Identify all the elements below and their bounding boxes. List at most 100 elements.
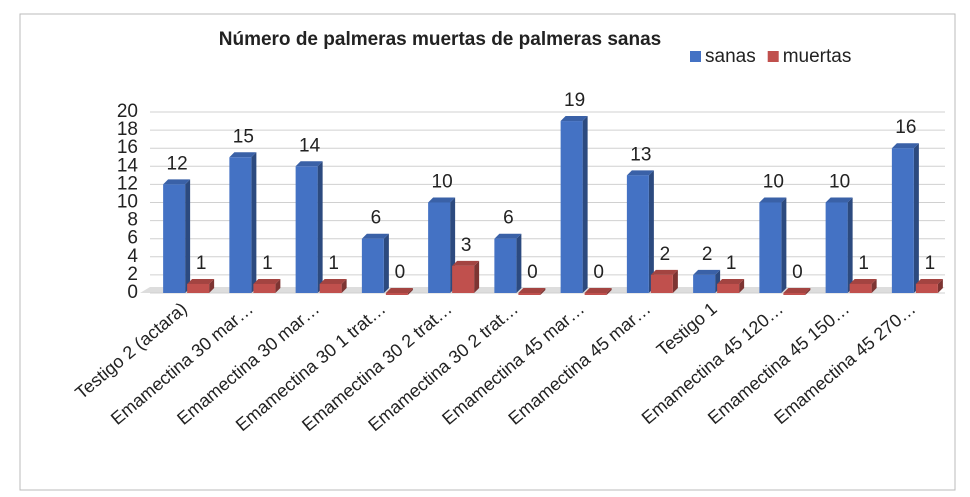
bar-top (626, 170, 654, 176)
bar-side (582, 116, 588, 293)
bar (626, 175, 649, 293)
bar-top (825, 197, 853, 203)
bar (385, 293, 408, 295)
bar-top (783, 288, 811, 293)
data-label: 0 (527, 262, 538, 283)
data-label: 1 (196, 253, 207, 274)
bar (693, 274, 716, 293)
bar (650, 274, 673, 293)
legend-swatch (767, 51, 779, 62)
data-label: 0 (593, 262, 604, 283)
legend-swatch (690, 51, 701, 62)
data-label: 1 (925, 253, 936, 274)
bar-top (385, 288, 413, 293)
data-label: 3 (461, 235, 472, 256)
bar (849, 283, 872, 293)
bar (560, 121, 583, 293)
bar-top (229, 152, 257, 158)
bar-side (407, 288, 413, 295)
data-label: 12 (167, 153, 188, 174)
data-label: 15 (233, 126, 254, 147)
bar-top (518, 288, 546, 293)
bar (319, 283, 342, 293)
bar-top (494, 233, 522, 239)
legend-label: sanas (705, 46, 756, 67)
bar (783, 293, 806, 295)
bar-side (275, 278, 281, 293)
bar-side (672, 269, 678, 293)
chart-border (19, 13, 956, 491)
data-label: 19 (564, 90, 585, 111)
data-label: 14 (299, 135, 321, 156)
bar-side (383, 233, 389, 293)
y-tick-label: 8 (127, 210, 138, 231)
bar (759, 202, 782, 293)
bar (584, 293, 607, 295)
data-label: 10 (829, 172, 850, 193)
y-tick-label: 2 (127, 264, 138, 285)
bar-side (648, 170, 654, 293)
bar-top (849, 278, 877, 284)
bar-side (540, 288, 546, 295)
bar (825, 202, 848, 293)
bar (518, 293, 541, 295)
bar-side (209, 278, 215, 293)
bar-top (560, 116, 588, 122)
bar-top (759, 197, 787, 203)
bar-top (163, 179, 191, 185)
bar-side (913, 143, 919, 293)
bar-top (319, 278, 347, 284)
bar (163, 184, 186, 293)
bar-side (739, 278, 745, 293)
bar (494, 238, 517, 293)
y-tick-label: 14 (117, 155, 139, 176)
bar-side (847, 197, 853, 293)
y-tick-label: 16 (117, 137, 138, 158)
bar-side (781, 197, 787, 293)
bar-top (717, 278, 745, 284)
data-label: 6 (371, 208, 382, 229)
y-tick-label: 18 (117, 119, 138, 140)
bar (915, 283, 938, 293)
data-label: 1 (262, 253, 273, 274)
bar-top (428, 197, 456, 203)
bar-top (915, 278, 943, 284)
bar (717, 283, 740, 293)
bar-top (187, 278, 215, 284)
bar-side (805, 288, 811, 295)
bar-side (606, 288, 612, 295)
y-tick-label: 6 (127, 228, 138, 249)
y-tick-label: 4 (127, 246, 138, 267)
bar (361, 238, 384, 293)
data-label: 1 (858, 253, 869, 274)
bar (891, 148, 914, 293)
bar (229, 157, 252, 293)
y-tick-label: 10 (117, 192, 138, 213)
data-label: 13 (630, 144, 651, 165)
bar-top (295, 161, 323, 167)
bar (187, 283, 210, 293)
bar-side (251, 152, 257, 293)
bar (452, 265, 475, 293)
data-label: 2 (702, 244, 713, 265)
bar-side (871, 278, 877, 293)
bar-top (452, 260, 480, 266)
data-label: 0 (395, 262, 406, 283)
bar-top (361, 233, 389, 239)
y-tick-label: 12 (117, 173, 138, 194)
bar-side (341, 278, 347, 293)
bar (253, 283, 276, 293)
chart-title: Número de palmeras muertas de palmeras s… (219, 29, 661, 50)
data-label: 1 (726, 253, 737, 274)
bar (428, 202, 451, 293)
bar-top (584, 288, 612, 293)
bar-side (516, 233, 522, 293)
bar-side (317, 161, 323, 293)
data-label: 1 (328, 253, 339, 274)
bar-top (693, 269, 721, 275)
bar-side (185, 179, 191, 293)
bar-top (650, 269, 678, 275)
y-tick-label: 0 (127, 282, 138, 303)
y-tick-label: 20 (117, 101, 138, 122)
